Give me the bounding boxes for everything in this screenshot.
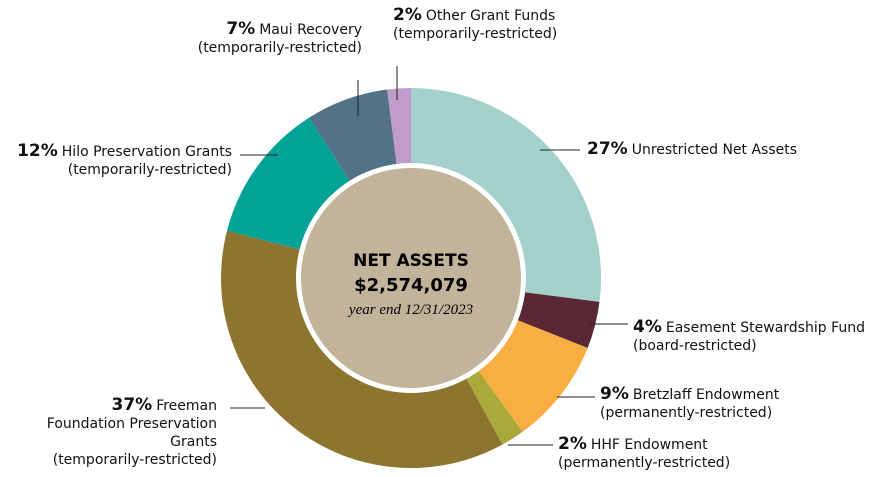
- donut: [220, 88, 601, 469]
- slice-label: 37% Freeman Foundation Preservation Grant…: [32, 396, 217, 469]
- value-label: 9%: [600, 384, 629, 404]
- slice-label: 2% HHF Endowment (permanently-restricted): [558, 435, 730, 472]
- center-disc: [301, 168, 521, 388]
- value-label: 4%: [633, 317, 662, 337]
- category-label: Unrestricted Net Assets: [631, 142, 798, 158]
- slice-label: 12% Hilo Preservation Grants (temporarily-…: [17, 142, 232, 179]
- value-label: 27%: [587, 139, 628, 159]
- category-label: Easement Stewardship Fund: [665, 320, 865, 336]
- donut-slice: [411, 88, 601, 302]
- subcategory-label: (temporarily-restricted): [393, 26, 558, 42]
- value-label: 2%: [558, 434, 587, 454]
- category-label: Maui Recovery: [259, 22, 362, 38]
- subcategory-label: (permanently-restricted): [558, 455, 731, 471]
- category-label: Bretzlaff Endowment: [632, 387, 780, 403]
- subcategory-label: (temporarily-restricted): [67, 162, 232, 178]
- center-amount: $2,574,079: [354, 275, 468, 296]
- center-note: year end 12/31/2023: [347, 302, 473, 318]
- value-label: 2%: [393, 5, 422, 25]
- donut-slice: [226, 117, 351, 251]
- slice-label: 9% Bretzlaff Endowment (permanently-restri…: [600, 385, 779, 422]
- subcategory-label: (permanently-restricted): [600, 405, 773, 421]
- value-label: 7%: [226, 19, 256, 39]
- subcategory-label: (temporarily-restricted): [52, 452, 217, 468]
- donut-slice: [464, 368, 523, 445]
- donut-slice: [309, 89, 397, 184]
- donut-slice: [476, 319, 588, 432]
- leaders: [230, 66, 628, 446]
- subcategory-label: (temporarily-restricted): [197, 40, 362, 56]
- category-label: HHF Endowment: [590, 437, 708, 453]
- slice-label: 4% Easement Stewardship Fund (board-restri…: [633, 318, 865, 355]
- slice-label: 27% Unrestricted Net Assets: [587, 140, 797, 159]
- category-label: Other Grant Funds: [425, 8, 556, 24]
- value-label: 37%: [111, 395, 153, 415]
- category-label: Freeman Foundation Preservation Grants: [46, 398, 217, 450]
- subcategory-label: (board-restricted): [633, 338, 757, 354]
- center-title: NET ASSETS: [353, 251, 469, 271]
- donut-slice: [515, 292, 600, 348]
- value-label: 12%: [17, 141, 58, 161]
- donut-slice: [220, 230, 503, 469]
- slice-label: 7% Maui Recovery (temporarily-restricted): [198, 20, 362, 57]
- slice-label: 2% Other Grant Funds (temporarily-restrict…: [393, 6, 557, 43]
- donut-slice: [387, 88, 411, 167]
- category-label: Hilo Preservation Grants: [61, 144, 232, 160]
